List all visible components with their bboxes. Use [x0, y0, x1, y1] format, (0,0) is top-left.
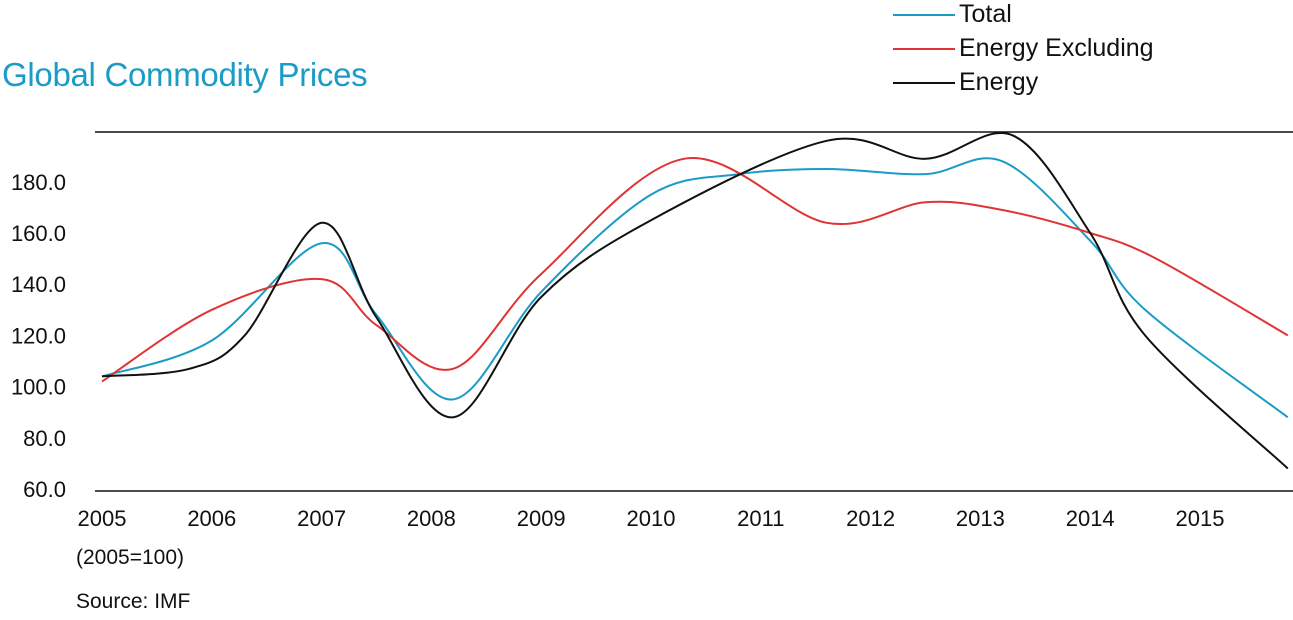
y-tick-label: 160.0	[11, 221, 66, 246]
x-tick-label: 2014	[1066, 506, 1115, 531]
y-tick-label: 180.0	[11, 170, 66, 195]
legend-swatch-total	[893, 14, 955, 16]
chart-title: Global Commodity Prices	[2, 56, 368, 93]
x-tick-label: 2005	[78, 506, 127, 531]
y-tick-label: 120.0	[11, 323, 66, 348]
y-tick-label: 100.0	[11, 375, 66, 400]
y-axis: 60.0 80.0 100.0 120.0 140.0 160.0 180.0	[11, 170, 66, 502]
legend-label-energy-excluding: Energy Excluding	[959, 34, 1154, 62]
y-tick-label: 140.0	[11, 272, 66, 297]
y-tick-label: 80.0	[23, 426, 66, 451]
series-line-energy	[101, 132, 1289, 470]
legend-swatch-energy	[893, 82, 955, 84]
x-tick-label: 2012	[846, 506, 895, 531]
legend-swatch-energy-excluding	[893, 48, 955, 50]
source-note: Source: IMF	[76, 590, 191, 613]
x-tick-label: 2010	[627, 506, 676, 531]
series-lines	[101, 132, 1289, 470]
x-tick-label: 2008	[407, 506, 456, 531]
x-tick-label: 2015	[1176, 506, 1225, 531]
x-tick-label: 2006	[187, 506, 236, 531]
series-line-energy-excluding	[101, 157, 1289, 383]
y-tick-label: 60.0	[23, 477, 66, 502]
legend-label-energy: Energy	[959, 68, 1039, 96]
base-year-note: (2005=100)	[76, 546, 185, 569]
x-tick-label: 2009	[517, 506, 566, 531]
legend-label-total: Total	[959, 0, 1012, 28]
x-axis: 2005 2006 2007 2008 2009 2010 2011 2012 2013 2014…	[78, 506, 1225, 531]
series-line-total	[101, 157, 1289, 419]
x-tick-label: 2011	[737, 506, 784, 531]
x-tick-label: 2007	[297, 506, 346, 531]
x-tick-label: 2013	[956, 506, 1005, 531]
